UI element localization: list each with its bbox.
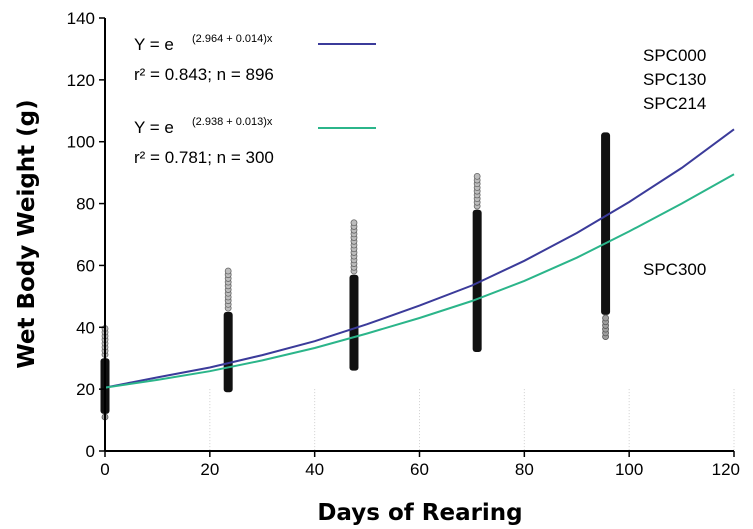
y-tick-label-2: 40: [76, 318, 95, 337]
stats-2: r² = 0.781; n = 300: [134, 148, 274, 167]
equation-1-exponent: (2.964 + 0.014)x: [192, 33, 273, 45]
scatter-point: [602, 314, 609, 322]
x-tick-label-2: 40: [305, 460, 324, 479]
y-axis-title: Wet Body Weight (g): [14, 99, 40, 368]
scatter-band-1: [223, 311, 233, 393]
y-tick-label-7: 140: [67, 9, 95, 28]
x-tick-label-3: 60: [410, 460, 429, 479]
grid-layer: [209, 389, 735, 451]
scatter-point: [350, 219, 358, 227]
scatter-band-4: [601, 132, 611, 315]
scatter-column-2: [349, 219, 359, 371]
group-label-spc300: SPC300: [643, 260, 706, 279]
equation-1-prefix: Y = e: [134, 35, 174, 54]
legend-series-1: Y = e (2.964 + 0.014)x r² = 0.843; n = 8…: [134, 33, 376, 84]
fit-lines: [104, 128, 735, 389]
fit-line-series-2: [104, 173, 735, 389]
group-label-spc130: SPC130: [643, 70, 706, 89]
stats-1: r² = 0.843; n = 896: [134, 65, 274, 84]
y-tick-label-6: 120: [67, 71, 95, 90]
x-tick-label-1: 20: [200, 460, 219, 479]
axes: [99, 17, 735, 457]
group-label-spc000: SPC000: [643, 46, 706, 65]
y-tick-label-1: 20: [76, 380, 95, 399]
group-label-spc214: SPC214: [643, 94, 706, 113]
fit-line-series-1: [104, 128, 735, 389]
scatter-band-2: [349, 274, 359, 371]
x-tick-label-4: 80: [515, 460, 534, 479]
scatter-point: [473, 172, 481, 180]
tick-labels: 0 20 40 60 80 100 120 140 0 20 40 60 80 100 120: [67, 9, 740, 479]
scatter-column-3: [472, 172, 482, 353]
scatter-column-4: [601, 132, 611, 340]
equation-2-exponent: (2.938 + 0.013)x: [192, 116, 273, 128]
equation-2-prefix: Y = e: [134, 118, 174, 137]
x-axis-title: Days of Rearing: [317, 500, 522, 526]
scatter-band-3: [472, 209, 482, 353]
y-tick-label-4: 80: [76, 195, 95, 214]
x-tick-label-6: 120: [712, 460, 740, 479]
legend-series-2: Y = e (2.938 + 0.013)x r² = 0.781; n = 3…: [134, 116, 376, 167]
y-tick-label-3: 60: [76, 256, 95, 275]
scatter-points: [100, 132, 611, 421]
scatter-point: [224, 267, 232, 275]
x-tick-label-5: 100: [615, 460, 643, 479]
y-tick-label-5: 100: [67, 133, 95, 152]
y-tick-label-0: 0: [86, 442, 95, 461]
x-tick-label-0: 0: [100, 460, 109, 479]
scatter-column-1: [223, 267, 233, 393]
